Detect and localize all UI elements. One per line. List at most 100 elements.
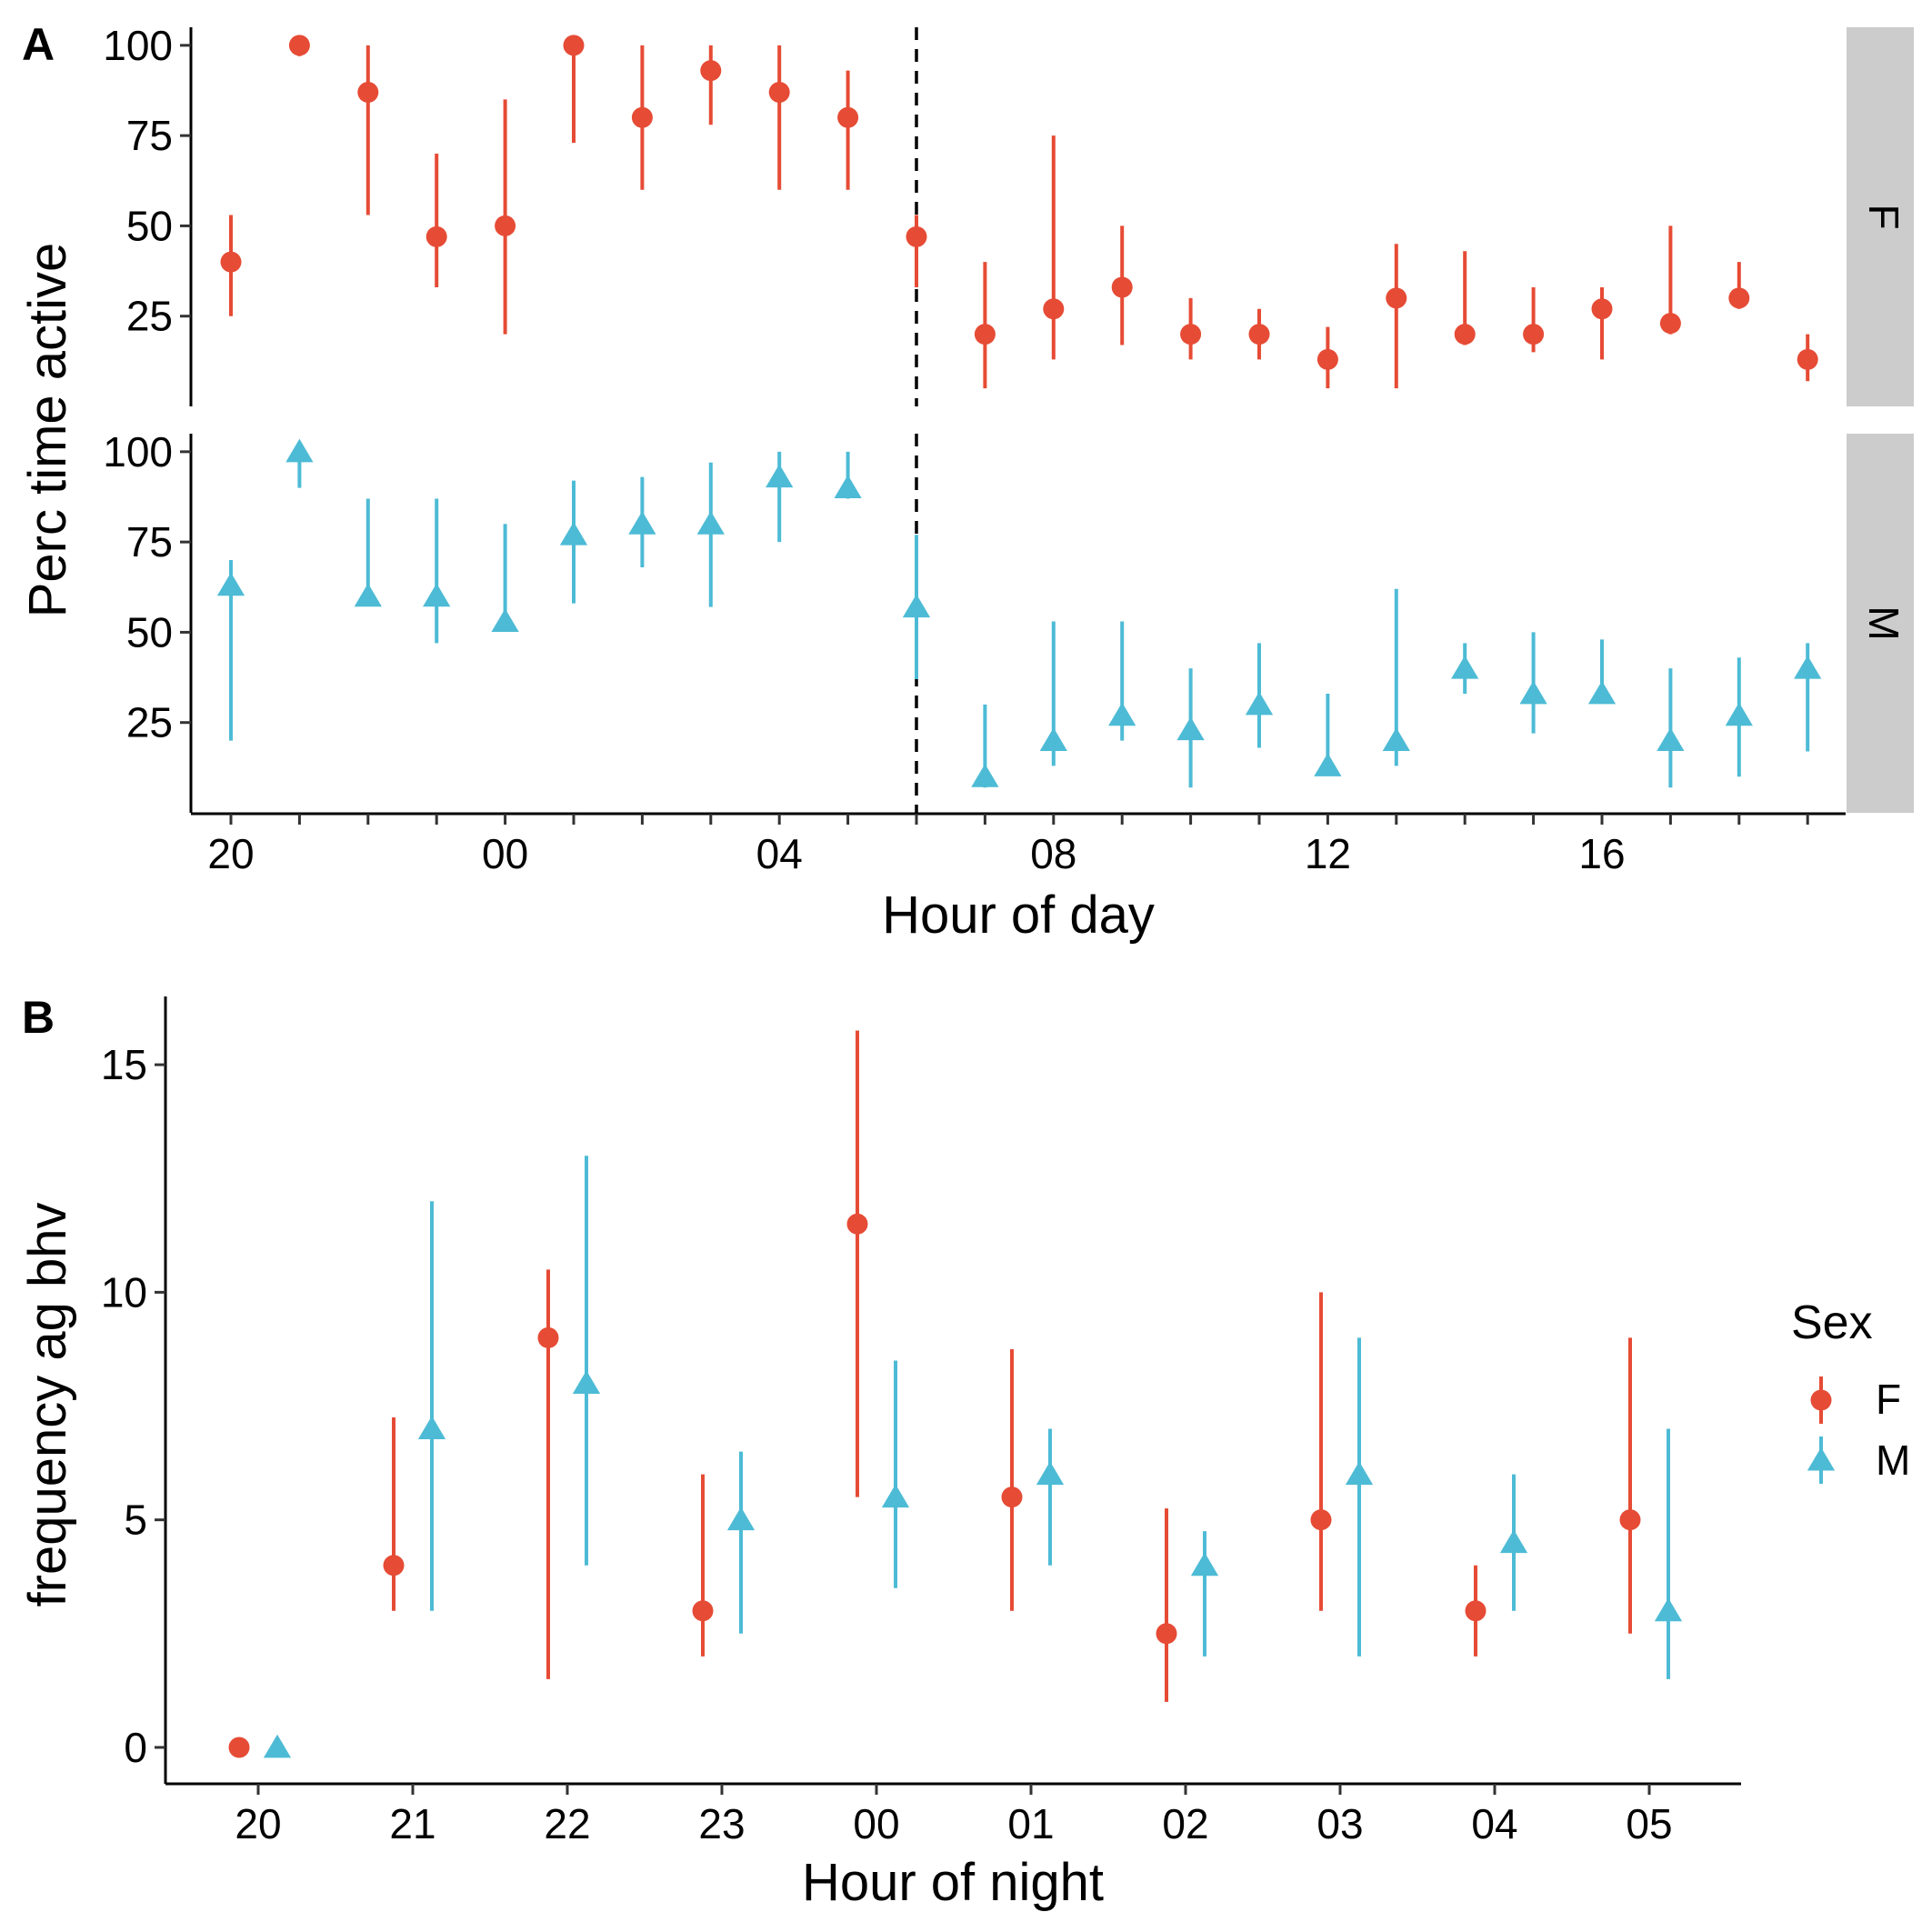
panel-b-tag: B [22,992,55,1043]
data-point-f [1728,287,1750,309]
data-point-m [1519,680,1547,705]
y-tick-label: 25 [126,293,173,340]
y-tick-label: 15 [101,1041,147,1088]
x-tick-label: 04 [756,830,803,877]
panel-a-facet-f: 25 50 75 100 F [103,22,1914,406]
x-tick-label: 21 [389,1800,435,1847]
y-tick-label: 0 [124,1724,147,1771]
x-tick-label: 16 [1578,830,1625,877]
data-point-f [425,225,447,247]
data-point-f [495,215,516,236]
facet-strip-m [1847,434,1914,813]
y-tick-label: 50 [126,202,173,249]
data-point-f [1180,324,1202,345]
x-tick-label: 01 [1007,1800,1054,1847]
data-point-f [1619,1509,1641,1531]
data-point-f [768,81,790,103]
panel-a-x-axis: 20 00 04 08 12 16 [191,812,1846,877]
data-point-m [766,464,794,488]
x-tick-label: 04 [1471,1800,1517,1847]
x-tick-label: 23 [698,1800,745,1847]
y-tick-label: 100 [103,22,173,69]
legend-label-m: M [1876,1436,1910,1484]
x-tick-label: 08 [1030,830,1076,877]
x-tick-label: 12 [1305,830,1351,877]
panel-a-y-axis-title: Perc time active [18,243,77,618]
data-point-f [1797,348,1818,370]
y-tick-label: 50 [126,608,173,656]
data-point-f [906,225,927,247]
data-point-f [1591,298,1613,320]
data-point-m [1314,753,1342,776]
data-point-f [220,251,242,273]
data-point-f [1156,1623,1177,1645]
y-tick-label: 5 [124,1497,147,1544]
data-point-m [417,1416,446,1440]
data-point-f [1248,324,1270,345]
data-point-m [216,572,245,596]
data-point-m [263,1734,292,1758]
data-point-m [1382,727,1410,752]
legend-label-f: F [1876,1376,1901,1423]
data-point-m [1176,716,1205,741]
data-point-m [902,594,931,618]
data-point-m [881,1484,910,1508]
data-point-f [692,1600,714,1622]
data-point-m [572,1370,601,1394]
data-point-f [631,106,653,128]
legend-title: Sex [1791,1296,1873,1349]
y-tick-label: 10 [101,1268,147,1316]
x-tick-label: 02 [1162,1800,1208,1847]
data-point-m [726,1507,756,1531]
data-point-f [288,35,310,56]
legend-keys [1807,1376,1836,1484]
data-point-m [1451,655,1479,679]
facet-strip-label: M [1860,606,1907,640]
data-point-m [559,522,588,546]
panel-a-tag: A [22,19,55,70]
data-point-f [1386,287,1407,309]
data-point-m [354,583,382,607]
data-point-f [1310,1509,1332,1531]
data-point-f [383,1555,405,1577]
y-tick-label: 75 [126,518,173,566]
data-point-f [228,1737,250,1758]
x-tick-label: 03 [1316,1800,1363,1847]
data-point-f [974,324,996,345]
data-point-m [1657,727,1685,752]
data-point-f [1659,313,1681,335]
data-point-f [357,81,379,103]
x-tick-label: 22 [544,1800,590,1847]
panel-a-facet-m: 25 50 75 100 M [103,428,1914,813]
data-point-f [1316,348,1338,370]
x-tick-label: 20 [207,830,254,877]
data-point-m [1190,1552,1219,1577]
data-point-f [537,1326,559,1348]
data-point-f [1523,324,1545,345]
data-point-f [846,1213,868,1235]
data-point-m [1245,691,1274,716]
panel-a-x-axis-title: Hour of day [882,886,1155,945]
data-point-m [1036,1461,1065,1486]
panel-b-y-axis-title: frequency ag bhv [18,1203,77,1607]
data-point-m [1345,1461,1374,1486]
legend-key-marker-f [1810,1389,1832,1411]
data-point-f [700,60,722,82]
y-tick-label: 100 [103,428,173,475]
data-point-m [1587,680,1617,705]
facet-strip-f [1847,27,1914,406]
data-point-f [563,35,585,56]
data-point-f [1454,324,1476,345]
data-point-m [834,475,862,499]
y-tick-label: 75 [126,112,173,159]
x-tick-label: 05 [1626,1800,1672,1847]
data-point-m [696,511,725,535]
legend-key-marker-m [1807,1446,1836,1471]
x-tick-label: 00 [853,1800,899,1847]
data-point-m [971,764,999,787]
x-tick-label: 20 [235,1800,281,1847]
facet-strip-label: F [1860,204,1907,229]
data-point-m [1725,702,1753,726]
